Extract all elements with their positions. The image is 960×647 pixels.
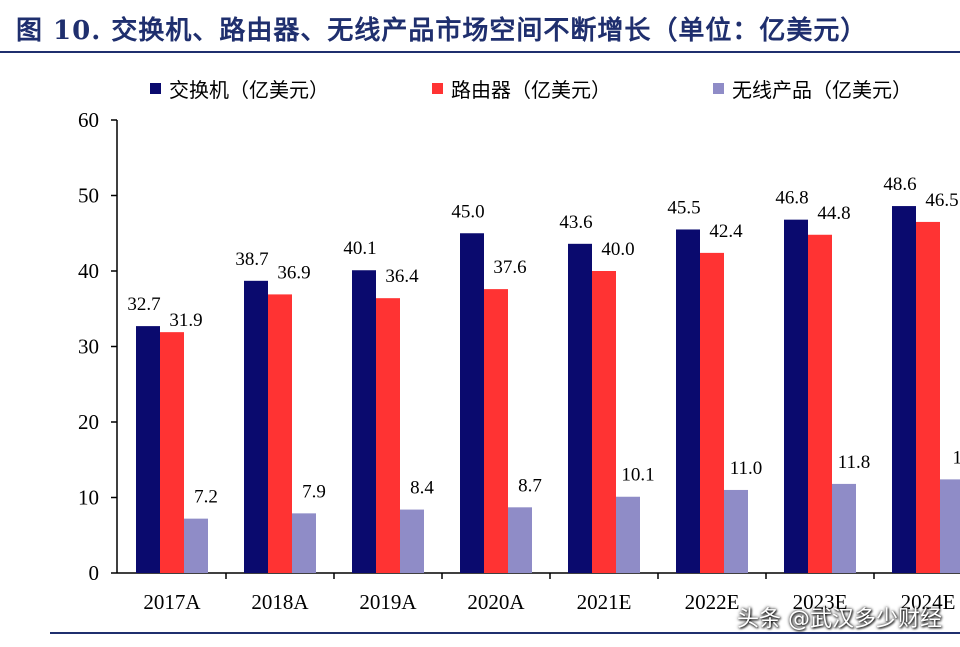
bar-switch	[136, 326, 160, 573]
y-tick-label: 30	[78, 335, 99, 359]
data-label-switch: 40.1	[343, 238, 376, 259]
data-label-router: 37.6	[493, 257, 526, 278]
legend-label-switch: 交换机（亿美元）	[169, 77, 329, 102]
bar-switch	[892, 206, 916, 573]
y-tick-label: 0	[89, 561, 100, 585]
data-label-switch: 38.7	[235, 249, 268, 270]
bar-router	[916, 221, 940, 574]
data-label-switch: 48.6	[883, 174, 916, 195]
title-divider	[0, 51, 960, 53]
data-label-wireless: 10.1	[621, 465, 654, 486]
y-tick-label: 50	[78, 184, 99, 208]
bottom-divider	[50, 632, 960, 634]
bar-wireless	[616, 496, 640, 573]
bar-switch	[568, 243, 592, 573]
data-label-switch: 45.5	[667, 197, 700, 218]
watermark: 头条 @武汉多少财经	[737, 607, 942, 632]
x-tick-label: 2021E	[577, 590, 632, 614]
bar-router	[700, 252, 724, 573]
x-tick-label: 2024E	[901, 590, 956, 614]
legend-label-wireless: 无线产品（亿美元）	[732, 77, 912, 102]
x-tick-label: 2022E	[685, 590, 740, 614]
data-label-switch: 43.6	[559, 212, 592, 233]
bar-wireless	[184, 518, 208, 573]
bar-switch	[244, 280, 268, 573]
bar-router	[160, 332, 184, 573]
data-label-switch: 46.8	[775, 188, 808, 209]
bar-router	[484, 289, 508, 573]
legend-swatch-wireless	[713, 82, 724, 94]
bar-switch	[676, 229, 700, 573]
legend-item-switch: 交换机（亿美元）	[150, 75, 329, 102]
data-label-router: 42.4	[709, 221, 743, 242]
bar-wireless	[940, 479, 960, 573]
legend-swatch-switch	[150, 82, 161, 94]
x-tick-label: 2023E	[793, 590, 848, 614]
data-label-switch: 32.7	[127, 294, 160, 315]
bar-router	[268, 294, 292, 573]
legend-swatch-router	[432, 82, 443, 94]
y-tick-label: 20	[78, 410, 99, 434]
bar-router	[592, 271, 616, 573]
bar-switch	[784, 219, 808, 573]
chart-title: 图 10. 交换机、路由器、无线产品市场空间不断增长（单位：亿美元）	[16, 16, 868, 46]
x-tick-label: 2020A	[467, 590, 525, 614]
legend-item-wireless: 无线产品（亿美元）	[713, 75, 912, 102]
data-label-wireless: 12	[953, 447, 960, 468]
data-label-wireless: 11.0	[730, 458, 763, 479]
data-label-router: 36.9	[277, 262, 310, 283]
data-label-router: 46.5	[925, 190, 958, 211]
legend-label-router: 路由器（亿美元）	[451, 77, 611, 102]
bar-wireless	[832, 483, 856, 573]
x-tick-label: 2019A	[359, 590, 417, 614]
data-label-wireless: 11.8	[838, 452, 871, 473]
x-tick-label: 2018A	[251, 590, 309, 614]
legend-item-router: 路由器（亿美元）	[432, 75, 611, 102]
bar-switch	[352, 270, 376, 573]
data-label-router: 40.0	[601, 239, 634, 260]
data-label-router: 44.8	[817, 203, 850, 224]
x-tick-label: 2017A	[143, 590, 201, 614]
data-label-wireless: 8.4	[410, 478, 434, 499]
data-label-wireless: 7.2	[194, 487, 218, 508]
data-label-switch: 45.0	[451, 201, 484, 222]
data-label-wireless: 8.7	[518, 475, 542, 496]
bar-wireless	[724, 489, 748, 573]
data-label-router: 36.4	[385, 266, 419, 287]
y-tick-label: 40	[78, 259, 99, 283]
y-tick-label: 10	[78, 486, 99, 510]
bar-router	[808, 234, 832, 573]
bar-router	[376, 298, 400, 573]
bar-wireless	[292, 513, 316, 573]
y-tick-label: 60	[78, 108, 99, 132]
data-label-wireless: 7.9	[302, 481, 326, 502]
bar-wireless	[508, 507, 532, 573]
data-label-router: 31.9	[169, 310, 202, 331]
bar-wireless	[400, 509, 424, 573]
bar-switch	[460, 233, 484, 573]
